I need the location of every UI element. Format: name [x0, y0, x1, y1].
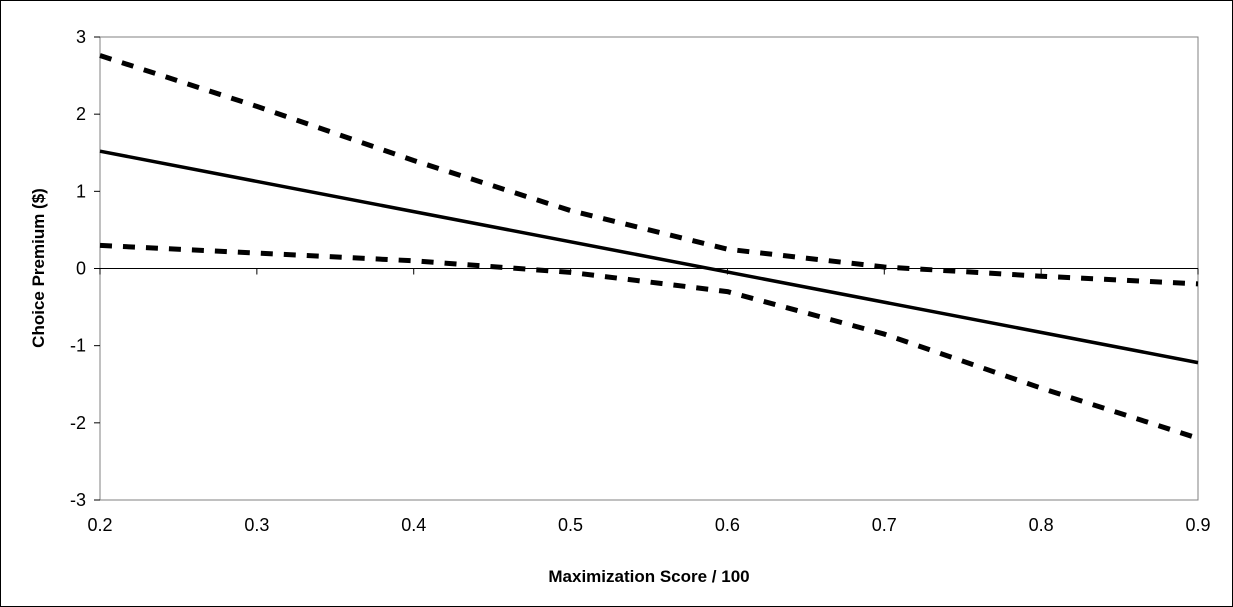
- y-tick-label: 2: [76, 104, 86, 124]
- y-tick-label: 1: [76, 181, 86, 201]
- solid-series-line-0: [99, 149, 1199, 365]
- tick-labels: -3 -2 -1 0 1 2 3 0.2 0.3 0.4 0.5 0.6 0.7 0.8 0.9: [70, 27, 1211, 535]
- y-tick-label: -3: [70, 490, 86, 510]
- y-tick-label: -1: [70, 336, 86, 356]
- x-tick-label: 0.8: [1029, 515, 1054, 535]
- x-tick-label: 0.4: [401, 515, 426, 535]
- series-layer: [99, 53, 1199, 441]
- x-tick-label: 0.5: [558, 515, 583, 535]
- y-tick-label: 3: [76, 27, 86, 47]
- x-tick-label: 0.2: [87, 515, 112, 535]
- x-tick-label: 0.7: [872, 515, 897, 535]
- y-tick-label: -2: [70, 413, 86, 433]
- x-tick-label: 0.9: [1185, 515, 1210, 535]
- x-tick-label: 0.3: [244, 515, 269, 535]
- y-tick-label: 0: [76, 259, 86, 279]
- dashed-series-line-1: [99, 53, 1199, 287]
- y-axis-title: Choice Premium ($): [29, 188, 48, 348]
- x-tick-label: 0.6: [715, 515, 740, 535]
- x-axis-title: Maximization Score / 100: [548, 567, 749, 586]
- dashed-series-line-2: [99, 242, 1199, 441]
